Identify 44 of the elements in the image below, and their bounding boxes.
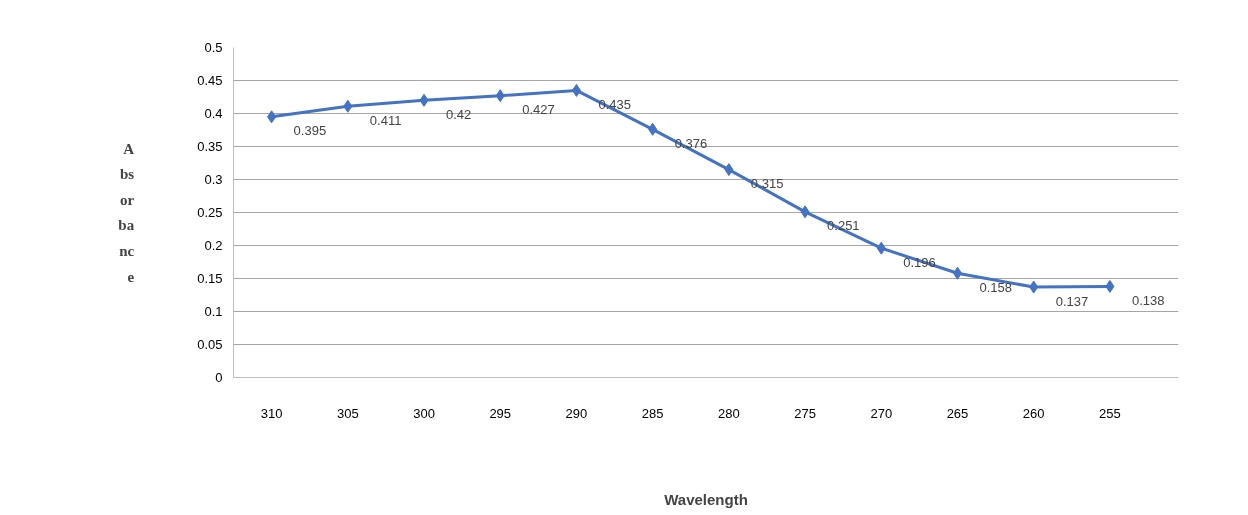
- x-tick-label: 305: [336, 405, 359, 421]
- x-tick-label: 300: [413, 405, 435, 421]
- y-tick-label: 0.45: [197, 73, 223, 88]
- point: [495, 89, 505, 103]
- y-tick-label: 0.05: [197, 337, 223, 352]
- y-axis-title: Absorbance: [118, 140, 135, 285]
- point: [800, 205, 810, 219]
- point: [1029, 280, 1039, 294]
- x-tick-label: 270: [870, 405, 893, 421]
- point: [952, 266, 962, 280]
- x-tick-label: 295: [489, 405, 512, 421]
- x-tick-label: 265: [946, 405, 969, 421]
- y-tick-label: 0.3: [204, 172, 223, 187]
- data-label: 0.411: [369, 112, 402, 128]
- y-tick-label: 0.35: [197, 139, 223, 154]
- x-tick-label: 310: [260, 405, 283, 421]
- y-tick-label: 0.5: [204, 40, 223, 55]
- y-tick-label: 0: [215, 370, 223, 385]
- data-label: 0.138: [1131, 292, 1165, 308]
- data-label: 0.42: [446, 106, 472, 122]
- point: [343, 99, 353, 113]
- y-tick-label: 0.2: [204, 238, 223, 253]
- x-tick-label: 280: [718, 405, 740, 421]
- y-tick-label: 0.4: [204, 106, 223, 121]
- x-tick-label: 275: [794, 405, 816, 421]
- data-label: 0.395: [293, 123, 327, 139]
- point: [1105, 279, 1115, 293]
- point: [648, 122, 658, 136]
- data-label: 0.137: [1055, 293, 1089, 309]
- data-label: 0.427: [522, 102, 555, 118]
- x-tick-label: 290: [565, 405, 588, 421]
- x-tick-label: 260: [1022, 405, 1045, 421]
- y-tick-label: 0.15: [197, 271, 223, 286]
- x-tick-label: 285: [641, 405, 664, 421]
- x-tick-label: 255: [1099, 405, 1121, 421]
- data-label: 0.158: [979, 279, 1013, 295]
- point: [419, 93, 429, 107]
- y-tick-label: 0.25: [197, 205, 223, 220]
- y-tick-label: 0.1: [204, 304, 223, 319]
- point: [724, 163, 734, 177]
- point: [267, 110, 277, 124]
- x-axis-title: Wavelength: [664, 490, 748, 508]
- point: [571, 83, 581, 97]
- point: [876, 241, 886, 255]
